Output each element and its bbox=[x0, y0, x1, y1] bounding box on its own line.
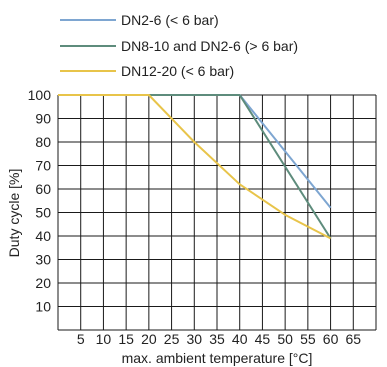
y-tick-label: 20 bbox=[35, 275, 51, 291]
x-tick-label: 45 bbox=[255, 331, 271, 347]
x-tick-label: 65 bbox=[345, 331, 361, 347]
tick-labels: 5 10 15 20 25 30 35 40 45 50 55 60 65 10 20 30 40 50 60 70 8… bbox=[28, 87, 362, 347]
x-tick-label: 5 bbox=[77, 331, 85, 347]
legend-label: DN12-20 (< 6 bar) bbox=[121, 63, 234, 79]
x-tick-label: 50 bbox=[277, 331, 293, 347]
y-tick-label: 90 bbox=[35, 111, 51, 127]
x-tick-label: 40 bbox=[232, 331, 248, 347]
y-tick-label: 70 bbox=[35, 158, 51, 174]
y-tick-label: 100 bbox=[28, 87, 52, 103]
y-tick-label: 50 bbox=[35, 205, 51, 221]
x-tick-label: 15 bbox=[118, 331, 134, 347]
grid bbox=[57, 94, 377, 331]
y-tick-label: 40 bbox=[35, 228, 51, 244]
x-tick-label: 25 bbox=[164, 331, 180, 347]
legend-label: DN2-6 (< 6 bar) bbox=[121, 12, 219, 28]
y-tick-label: 30 bbox=[35, 252, 51, 268]
series-line bbox=[58, 94, 332, 240]
x-axis-label: max. ambient temperature [°C] bbox=[122, 350, 313, 366]
legend-label: DN8-10 and DN2-6 (> 6 bar) bbox=[121, 38, 298, 54]
x-tick-label: 60 bbox=[323, 331, 339, 347]
x-tick-label: 10 bbox=[96, 331, 112, 347]
x-tick-label: 20 bbox=[141, 331, 157, 347]
y-tick-label: 60 bbox=[35, 181, 51, 197]
y-axis-label: Duty cycle [%] bbox=[6, 169, 22, 258]
y-tick-label: 10 bbox=[35, 299, 51, 315]
x-tick-label: 30 bbox=[186, 331, 202, 347]
x-tick-label: 35 bbox=[209, 331, 225, 347]
y-tick-label: 80 bbox=[35, 134, 51, 150]
series-lines bbox=[58, 94, 332, 240]
legend: DN2-6 (< 6 bar) DN8-10 and DN2-6 (> 6 bar… bbox=[60, 12, 298, 79]
x-tick-label: 55 bbox=[300, 331, 316, 347]
